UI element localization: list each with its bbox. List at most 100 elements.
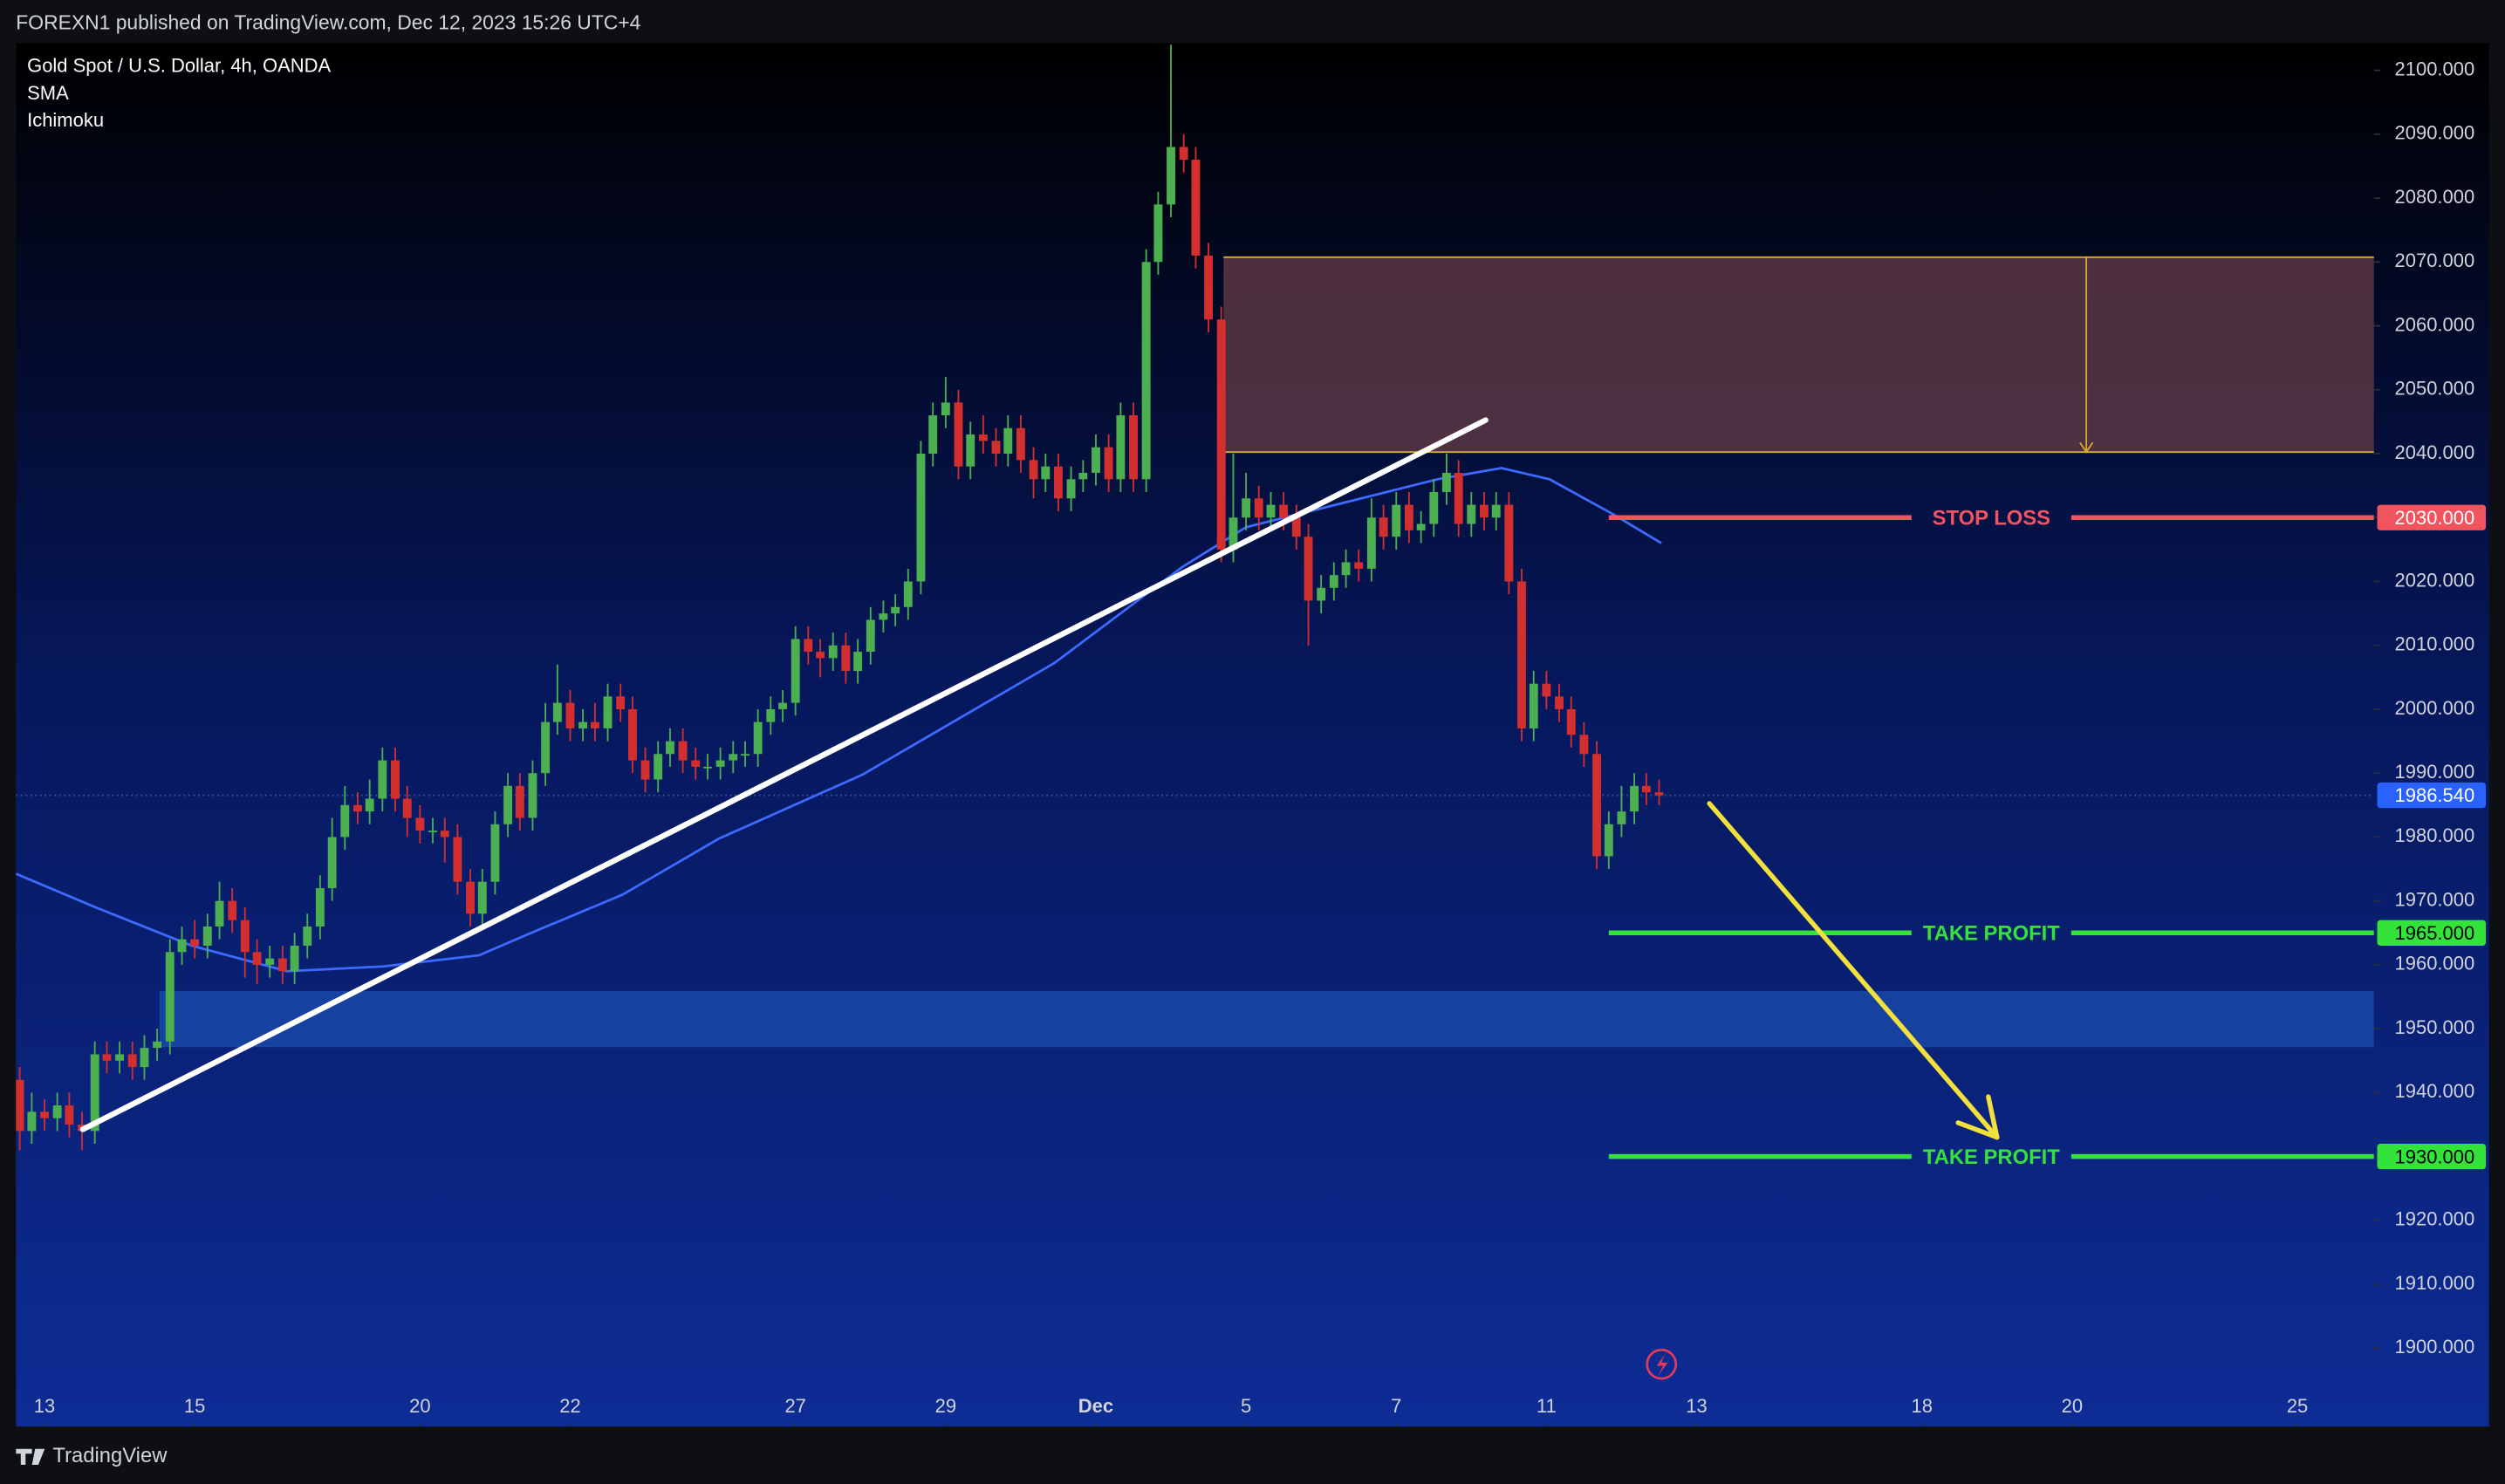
x-tick-label: 29 [935, 1395, 956, 1417]
zone [1223, 256, 2374, 453]
candle-body [928, 415, 938, 455]
y-tick-label: 1980.000 [2395, 824, 2475, 846]
candle-body [1392, 504, 1401, 537]
candle-body [1092, 447, 1100, 473]
candle-body [1630, 785, 1639, 812]
x-tick-label: 20 [2062, 1395, 2083, 1417]
plot-bg [16, 43, 2489, 1427]
candle-body [627, 708, 637, 761]
candle-body [1491, 504, 1501, 518]
candle-body [503, 785, 513, 824]
plot-area: STOP LOSS TAKE PROFIT TAKE PROFIT [16, 44, 2374, 1169]
candle-body [466, 881, 475, 914]
price-axis: 1900.000 1910.000 1920.000 1930.000 1940.000… [34, 58, 2487, 1427]
x-tick-label: Dec [1078, 1395, 1113, 1417]
candle-body [1416, 523, 1426, 530]
candle-body [52, 1105, 62, 1118]
candle-body [991, 441, 1001, 455]
candle-body [365, 798, 374, 812]
candle-body [402, 798, 412, 818]
x-tick-label: 7 [1391, 1395, 1401, 1417]
candle-body [954, 402, 963, 467]
y-tick-label: 1940.000 [2395, 1080, 2475, 1102]
candle-body [327, 837, 337, 889]
candle-body [916, 454, 926, 582]
y-tick-label: 1970.000 [2395, 888, 2475, 910]
candle-body [853, 652, 863, 672]
candle-body [190, 939, 200, 946]
x-tick-label: 18 [1912, 1395, 1933, 1417]
y-tick-label: 2070.000 [2395, 250, 2475, 271]
candle-body [1529, 683, 1538, 728]
candle-body [1291, 517, 1301, 537]
candle-body [252, 952, 262, 965]
candle-body [490, 824, 500, 882]
candle-body [565, 702, 575, 728]
candle-body [1654, 792, 1664, 796]
candle-body [1129, 415, 1138, 480]
brand-name: TradingView [52, 1444, 168, 1467]
candle-body [477, 881, 487, 914]
candle-body [1366, 517, 1376, 569]
candle-body [541, 721, 551, 774]
x-tick-label: 25 [2287, 1395, 2308, 1417]
candle-body [127, 1054, 137, 1068]
candle-body [1279, 504, 1289, 518]
publisher: FOREXN1 published on TradingView.com, De… [16, 11, 640, 34]
x-tick-label: 13 [1686, 1395, 1707, 1417]
candle-body [816, 652, 825, 659]
y-tick-label: 2050.000 [2395, 378, 2475, 400]
candle-body [1116, 415, 1126, 480]
candle-body [828, 645, 838, 659]
y-tick-label: 2020.000 [2395, 569, 2475, 591]
y-tick-label: 2060.000 [2395, 313, 2475, 335]
candle-body [578, 721, 588, 728]
event-icon[interactable] [1646, 1348, 1678, 1380]
candle-body [1266, 504, 1276, 518]
y-tick-label: 2040.000 [2395, 441, 2475, 463]
candle-body [741, 754, 749, 756]
candle-body [115, 1054, 125, 1061]
candle-body [378, 760, 387, 799]
x-tick-label: 15 [184, 1395, 205, 1417]
candle-body [1216, 319, 1226, 550]
candle-body [978, 434, 988, 441]
indicator-name: SMA [27, 82, 69, 104]
candle-body [1517, 581, 1526, 728]
indicator-name: Ichimoku [27, 109, 104, 131]
candle-body [691, 760, 701, 767]
x-tick-label: 5 [1241, 1395, 1251, 1417]
candle-body [879, 613, 888, 620]
x-tick-label: 20 [409, 1395, 430, 1417]
x-tick-label: 11 [1537, 1395, 1557, 1417]
candle-body [315, 888, 325, 927]
candle-body [1254, 498, 1263, 518]
candle-body [1441, 472, 1451, 492]
candle-body [352, 804, 362, 812]
candle-body [1341, 562, 1351, 576]
y-tick-label: 1990.000 [2395, 761, 2475, 783]
candle-body [1604, 824, 1613, 857]
candle-body [102, 1054, 112, 1061]
level-price-box [2377, 920, 2487, 946]
candle-body [1053, 466, 1063, 499]
y-tick-label: 2000.000 [2395, 697, 2475, 719]
candle-body [590, 721, 599, 728]
candle-body [1078, 472, 1088, 480]
candle-body [1566, 708, 1576, 735]
zone [159, 992, 2374, 1047]
candle-body [440, 831, 449, 838]
candle-body [903, 581, 913, 607]
candle-body [1204, 255, 1214, 320]
candle-body [640, 760, 650, 780]
x-tick-label: 22 [559, 1395, 580, 1417]
candle-body [1429, 491, 1439, 524]
candle-body [1141, 262, 1151, 480]
candle-body [1480, 504, 1489, 518]
candle-body [515, 785, 524, 818]
candle-body [729, 754, 738, 761]
level-text: TAKE PROFIT [1923, 921, 2060, 945]
y-tick-label: 2080.000 [2395, 186, 2475, 208]
candle-body [941, 402, 950, 416]
